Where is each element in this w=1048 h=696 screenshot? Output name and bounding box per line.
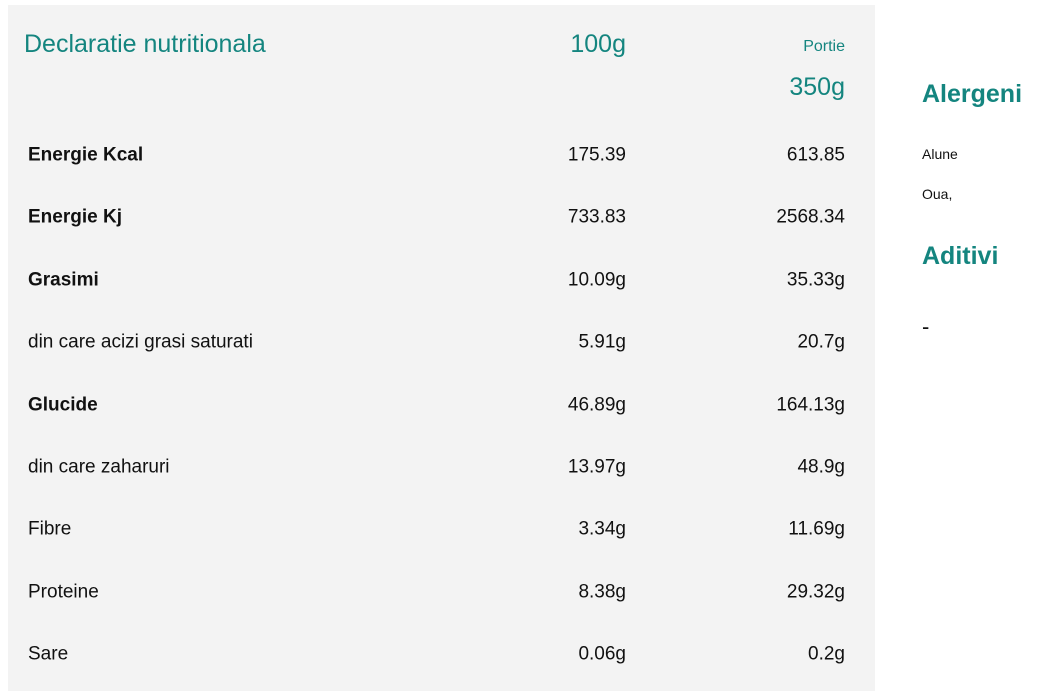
value-100g: 46.89g bbox=[567, 394, 626, 416]
value-100g: 0.06g bbox=[578, 643, 626, 665]
value-100g: 13.97g bbox=[567, 456, 626, 478]
section-title: Aditivi bbox=[922, 242, 999, 270]
column-header: 100g bbox=[570, 30, 626, 58]
value-portion: 35.33g bbox=[786, 269, 845, 291]
value-portion: 11.69g bbox=[788, 518, 845, 540]
value-portion: 164.13g bbox=[776, 394, 845, 416]
value-100g: 175.39 bbox=[567, 144, 626, 166]
row-label: Grasimi bbox=[28, 269, 99, 291]
value-portion: 29.32g bbox=[786, 581, 845, 603]
value-portion: 48.9g bbox=[797, 456, 845, 478]
value-portion: 20.7g bbox=[797, 331, 845, 353]
value-portion: 0.2g bbox=[808, 643, 845, 665]
allergen-item: Alune bbox=[922, 146, 958, 162]
allergen-item: Oua, bbox=[922, 186, 953, 202]
row-label: din care zaharuri bbox=[28, 456, 170, 478]
value-portion: 613.85 bbox=[786, 144, 845, 166]
row-label: Sare bbox=[28, 643, 69, 665]
section-title: Alergeni bbox=[922, 80, 1023, 108]
row-label: Energie Kcal bbox=[28, 144, 144, 166]
row-label: Fibre bbox=[28, 518, 72, 540]
value-100g: 10.09g bbox=[567, 269, 626, 291]
table-title: Declaratie nutritionala bbox=[24, 30, 266, 58]
column-header: Portie bbox=[803, 38, 845, 55]
nutrition-panel bbox=[8, 5, 875, 691]
value-portion: 2568.34 bbox=[776, 206, 845, 228]
value-100g: 5.91g bbox=[578, 331, 626, 353]
column-header: 350g bbox=[789, 73, 845, 101]
row-label: Energie Kj bbox=[28, 206, 122, 228]
row-label: Proteine bbox=[28, 581, 99, 603]
value-100g: 3.34g bbox=[578, 518, 626, 540]
additive-item: - bbox=[922, 314, 930, 339]
row-label: Glucide bbox=[28, 394, 98, 416]
value-100g: 733.83 bbox=[567, 206, 626, 228]
row-label: din care acizi grasi saturati bbox=[28, 331, 253, 353]
value-100g: 8.38g bbox=[578, 581, 626, 603]
